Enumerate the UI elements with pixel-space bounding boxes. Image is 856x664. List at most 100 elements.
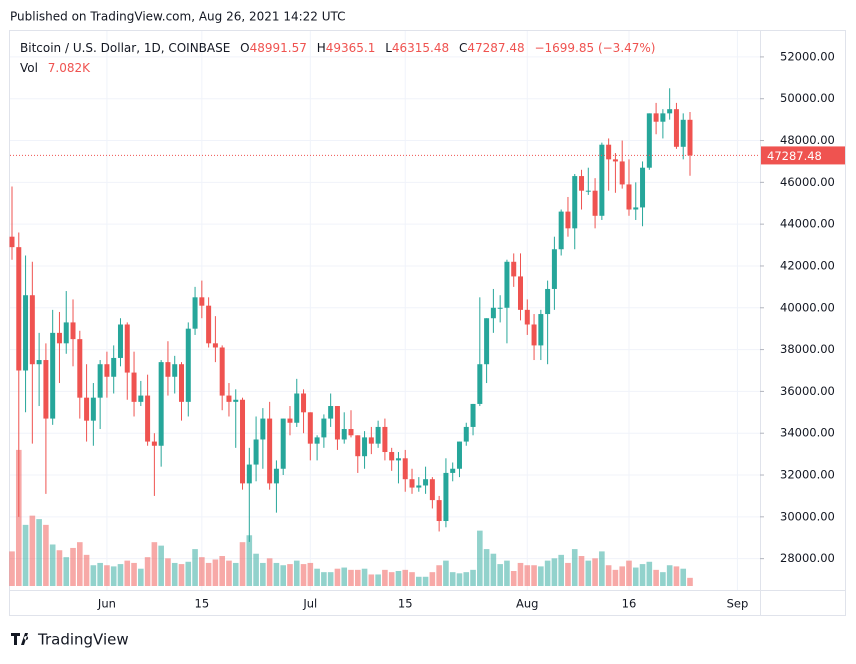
y-tick-label: 52000.00 (780, 49, 835, 63)
volume-bar (158, 545, 164, 586)
y-tick-label: 38000.00 (780, 342, 835, 356)
volume-bar (43, 524, 49, 586)
brand: TradingView (37, 631, 129, 649)
candle-body (29, 295, 35, 365)
candle-body (579, 176, 585, 191)
volume-bar (660, 572, 666, 586)
candle-body (436, 500, 442, 522)
candle-body (253, 439, 259, 465)
change: −1699.85 (−3.47%) (534, 41, 655, 55)
volume-bar (321, 572, 327, 586)
volume-bar (632, 567, 639, 586)
volume-bar (409, 572, 415, 586)
candle-body (97, 364, 103, 398)
candle-body (368, 437, 374, 444)
candle-body (16, 247, 22, 371)
candle-body (226, 395, 232, 402)
open-letter: O (240, 41, 249, 55)
candle-body (307, 412, 313, 444)
volume-bar (456, 573, 463, 586)
volume-bar (368, 574, 375, 586)
x-tick-label: 15 (398, 597, 413, 611)
candle-body (592, 190, 598, 216)
volume-bar (565, 562, 571, 586)
candle-body (429, 479, 435, 501)
volume-bar (253, 553, 259, 586)
volume-bar (538, 566, 544, 586)
volume-bar (124, 560, 131, 586)
candle-body (206, 305, 212, 344)
volume-bar (83, 554, 90, 586)
volume-bar (354, 569, 361, 586)
volume-bar (470, 569, 476, 586)
volume-bar (70, 547, 76, 586)
volume-bar (9, 551, 15, 586)
volume-legend: Vol 7.082K (20, 61, 91, 75)
candle-body (463, 426, 469, 442)
volume-bar (36, 519, 42, 586)
candle-body (518, 276, 523, 310)
candle-body (328, 406, 334, 419)
volume-bar (327, 572, 334, 586)
volume-bar (599, 551, 605, 586)
candle-body (673, 109, 679, 147)
legend-line: Bitcoin / U.S. Dollar, 1D, COINBASE O489… (20, 41, 655, 55)
volume-bar (232, 562, 239, 586)
candle-body (124, 324, 130, 373)
volume-bar (117, 564, 124, 586)
volume-bar (341, 567, 348, 586)
candle-body (450, 468, 456, 473)
candle-body (667, 109, 673, 114)
volume-bar (239, 542, 246, 586)
volume-bar (15, 449, 22, 586)
volume-bar (402, 569, 409, 586)
y-tick-label: 40000.00 (780, 300, 835, 314)
candle-body (165, 362, 171, 377)
candle-body (538, 314, 544, 346)
candle-body (524, 309, 530, 325)
candle-body (599, 144, 605, 216)
candle-body (267, 418, 273, 484)
volume-bar (646, 561, 653, 586)
y-tick-label: 30000.00 (780, 509, 835, 523)
candle-body (117, 324, 123, 358)
volume-bar (266, 558, 273, 586)
volume-bar (680, 568, 687, 586)
volume-bar (185, 561, 192, 586)
candle-body (301, 393, 307, 413)
volume-bar (490, 553, 497, 586)
volume-bar (273, 562, 280, 586)
volume-bar (63, 557, 70, 586)
candle-body (212, 343, 218, 348)
close-value: 47287.48 (467, 41, 524, 55)
y-tick-label: 44000.00 (780, 217, 835, 231)
chart-frame (9, 30, 846, 616)
volume-bar (280, 565, 286, 586)
candle-body (334, 406, 340, 440)
volume-bar (165, 558, 171, 586)
open-value: 48991.57 (250, 41, 307, 55)
candle-body (687, 119, 693, 156)
candle-body (402, 458, 408, 480)
candle-body (63, 322, 69, 344)
y-tick-label: 36000.00 (780, 384, 835, 398)
volume-bar (605, 565, 612, 586)
volume-bar (524, 565, 531, 586)
volume-bar (138, 568, 144, 586)
candle-body (362, 437, 368, 457)
candle-body (172, 364, 178, 377)
volume-bar (477, 530, 483, 586)
candle-body (619, 161, 625, 185)
candles (9, 88, 760, 542)
candle-body (572, 176, 578, 229)
candle-body (477, 364, 483, 404)
volume-bar (483, 549, 490, 586)
candle-body (90, 397, 96, 421)
candle-body (131, 372, 137, 402)
candle-body (680, 119, 686, 147)
candle-body (497, 307, 503, 309)
candle-body (640, 167, 646, 208)
volume-bar (510, 571, 517, 586)
volume-bar (463, 572, 470, 586)
